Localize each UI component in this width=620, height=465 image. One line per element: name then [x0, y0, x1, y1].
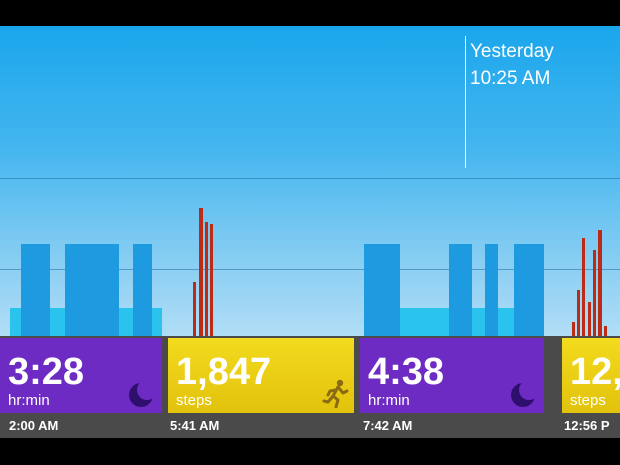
moon-icon — [511, 380, 538, 407]
moon-icon — [129, 380, 156, 407]
step-bar — [205, 222, 208, 438]
tile-start-time: 2:00 AM — [9, 418, 59, 433]
tile-start-time: 7:42 AM — [363, 418, 413, 433]
step-count-unit: steps — [176, 392, 212, 409]
step-count-unit: steps — [570, 392, 606, 409]
activity-timeline[interactable]: Yesterday 10:25 AM 3:28 hr:min 1,847 ste… — [0, 26, 620, 438]
steps-summary-tile[interactable]: 12, steps — [562, 338, 620, 413]
sleep-summary-tile[interactable]: 3:28 hr:min — [0, 338, 162, 413]
step-bar — [199, 208, 203, 438]
runner-icon — [322, 379, 349, 408]
sleep-duration-unit: hr:min — [8, 392, 50, 409]
step-count-value: 12, — [570, 351, 620, 393]
chart-gridline-lower — [0, 269, 620, 270]
step-bar — [598, 230, 602, 438]
marker-time: 10:25 AM — [470, 68, 551, 89]
marker-day: Yesterday — [470, 41, 554, 62]
sleep-summary-tile[interactable]: 4:38 hr:min — [360, 338, 544, 413]
step-count-value: 1,847 — [176, 351, 272, 393]
chart-gridline-upper — [0, 178, 620, 179]
sleep-duration-value: 3:28 — [8, 351, 85, 393]
step-bar — [210, 224, 213, 438]
time-marker-label: Yesterday 10:25 AM — [470, 38, 554, 92]
time-marker-line — [465, 36, 466, 168]
sleep-duration-unit: hr:min — [368, 392, 410, 409]
tile-start-time: 12:56 P — [564, 418, 610, 433]
sleep-duration-value: 4:38 — [368, 351, 445, 393]
tile-start-time: 5:41 AM — [170, 418, 220, 433]
steps-summary-tile[interactable]: 1,847 steps — [168, 338, 354, 413]
